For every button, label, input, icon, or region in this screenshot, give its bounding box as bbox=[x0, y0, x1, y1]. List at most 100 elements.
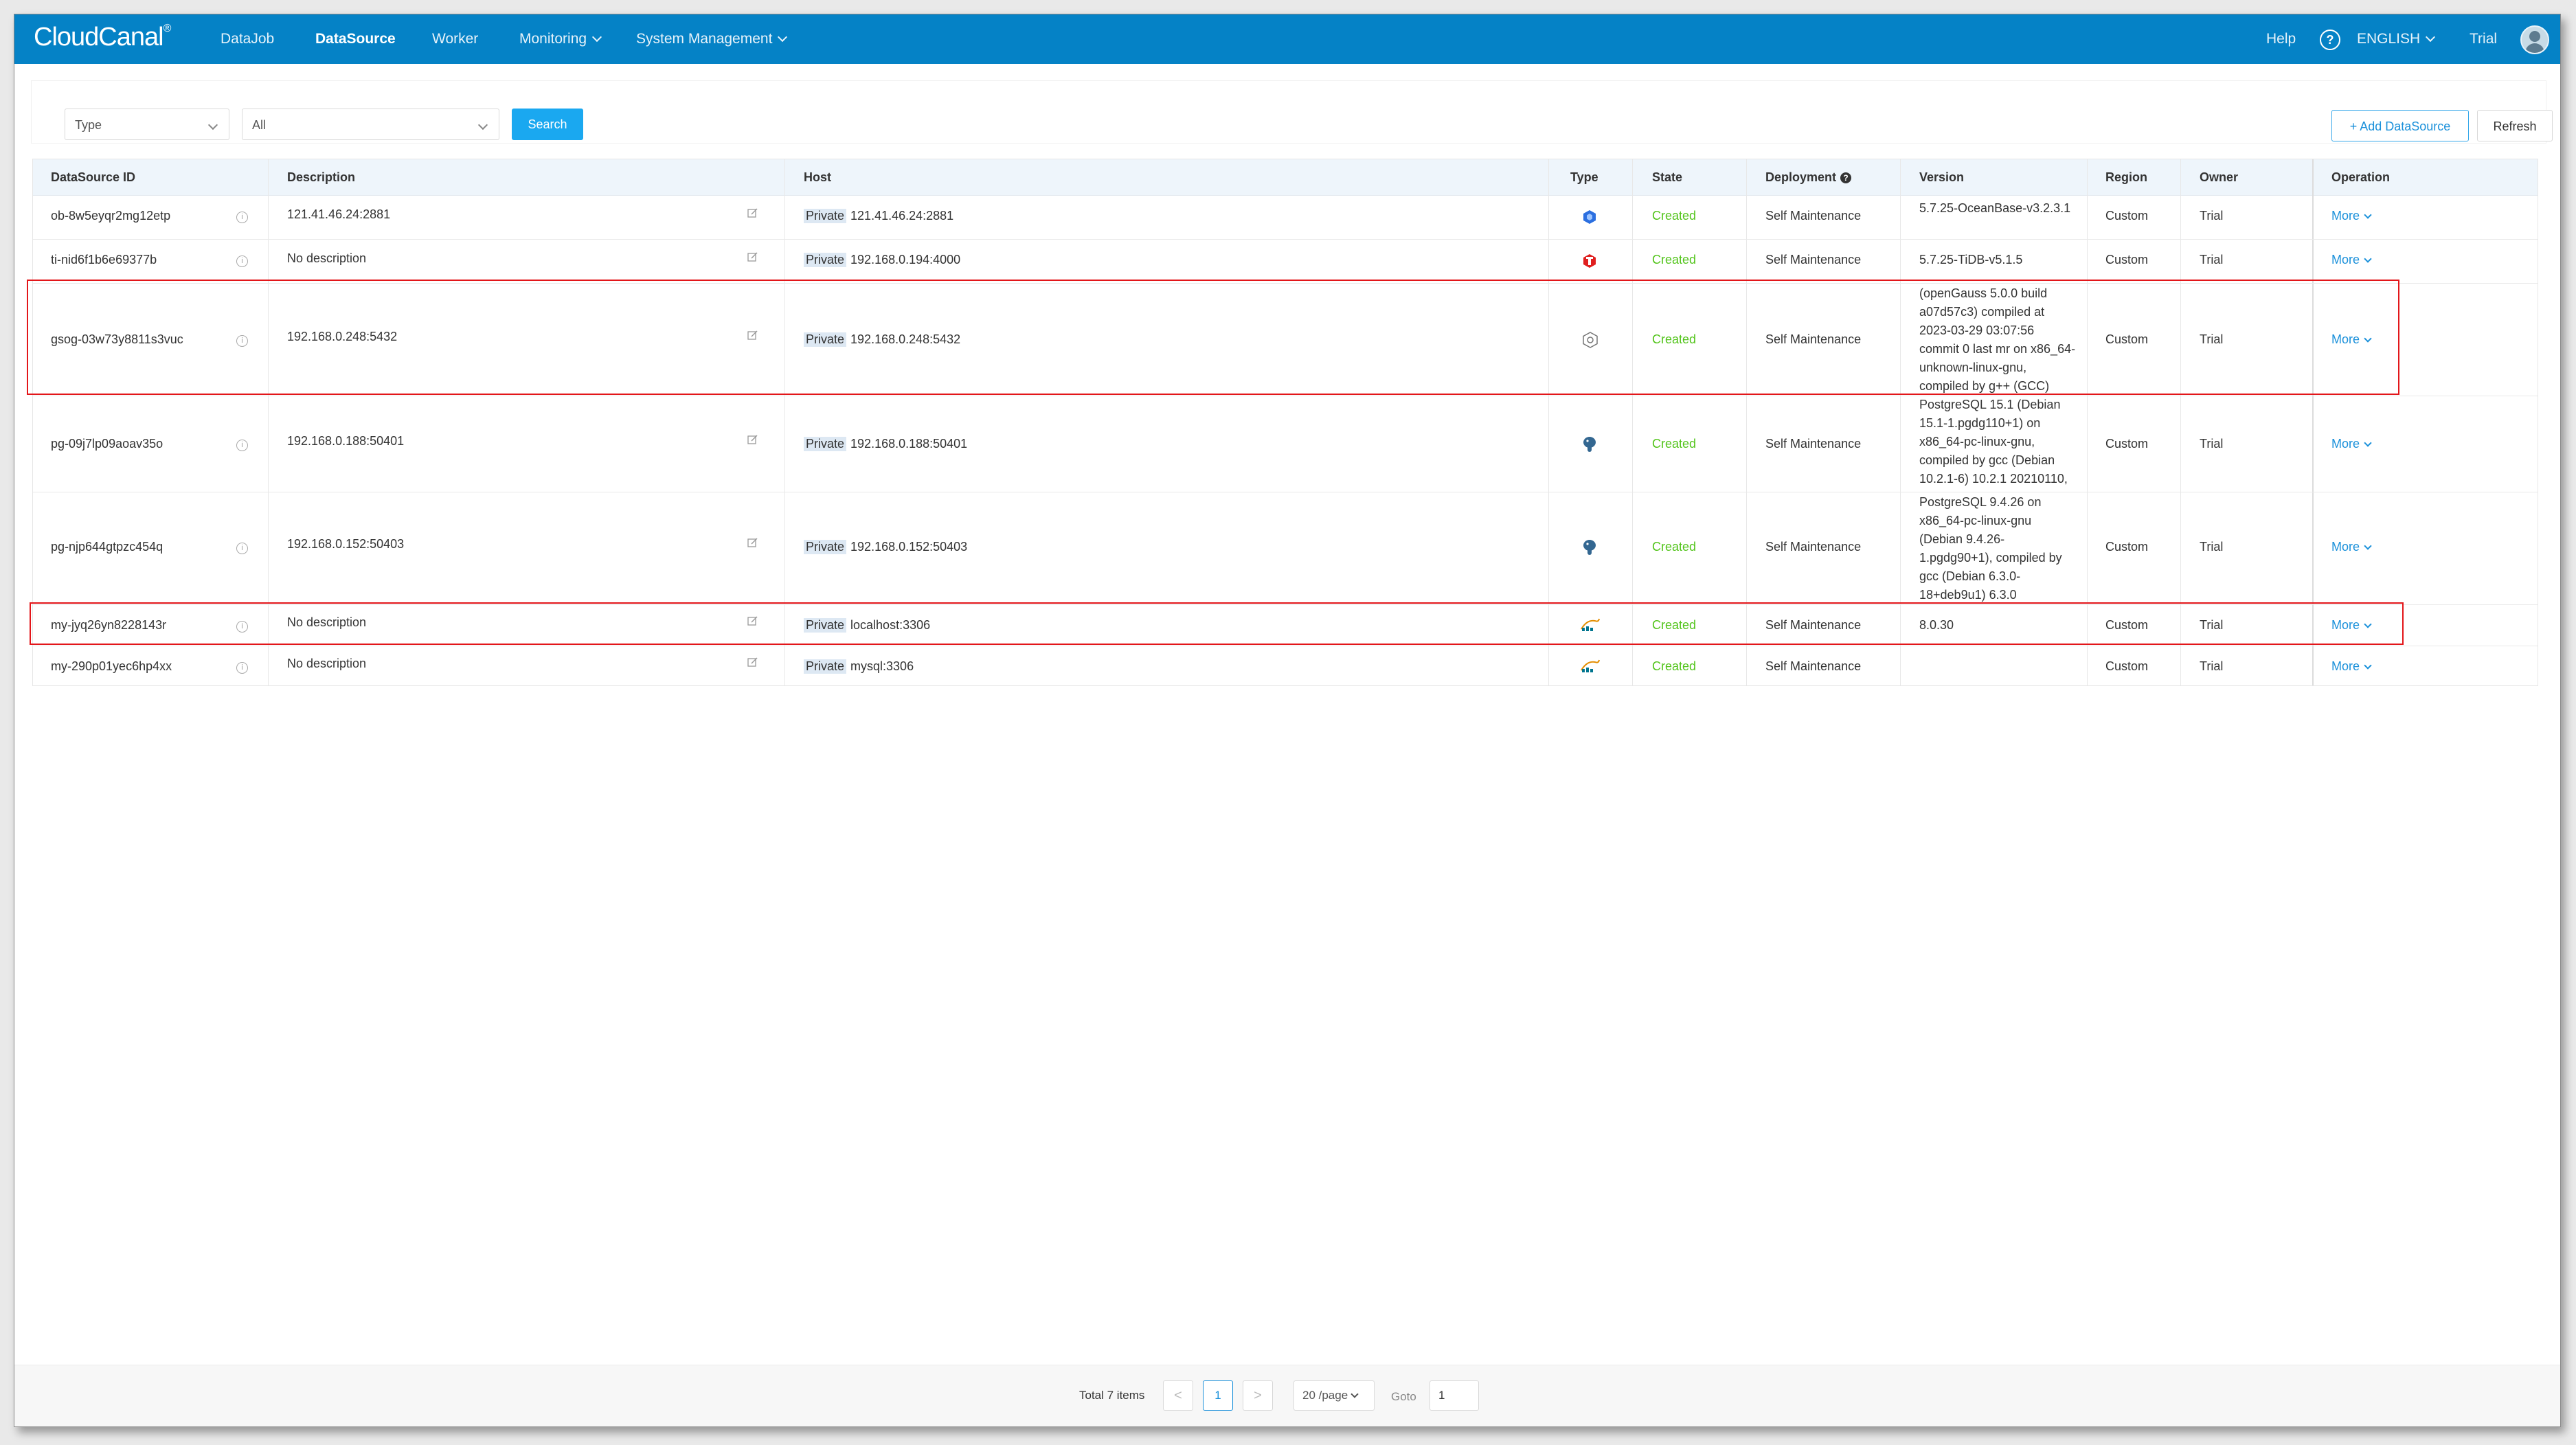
owner-text: Trial bbox=[2200, 659, 2224, 673]
edit-icon[interactable] bbox=[747, 330, 758, 341]
page-size-select[interactable]: 20 /page bbox=[1293, 1380, 1375, 1411]
column-divider bbox=[1746, 159, 1747, 685]
col-state: State bbox=[1652, 170, 1683, 184]
deployment-text: Self Maintenance bbox=[1765, 332, 1862, 346]
pagination-bar: Total 7 items < 1 > 20 /page Goto 1 bbox=[14, 1365, 2560, 1426]
more-dropdown[interactable]: More bbox=[2331, 332, 2372, 347]
goto-input[interactable]: 1 bbox=[1430, 1380, 1479, 1411]
edit-icon[interactable] bbox=[747, 615, 758, 626]
table-row: ob-8w5eyqr2mg12etp i 121.41.46.24:2881 P… bbox=[33, 195, 2538, 240]
more-dropdown[interactable]: More bbox=[2331, 437, 2372, 451]
datasource-id[interactable]: my-290p01yec6hp4xx bbox=[51, 659, 172, 673]
private-tag: Private bbox=[804, 659, 847, 674]
datasource-id[interactable]: pg-09j7lp09aoav35o bbox=[51, 437, 163, 451]
column-divider bbox=[1548, 159, 1549, 685]
user-name[interactable]: Trial bbox=[2470, 31, 2498, 47]
mysql-icon bbox=[1581, 659, 1600, 672]
question-icon[interactable]: ? bbox=[1840, 172, 1852, 183]
col-deployment[interactable]: Deployment? bbox=[1765, 159, 1852, 195]
type-select[interactable]: Type bbox=[65, 109, 229, 140]
edit-icon[interactable] bbox=[747, 251, 758, 262]
datasource-id[interactable]: my-jyq26yn8228143r bbox=[51, 618, 167, 632]
tidb-icon bbox=[1583, 254, 1596, 268]
next-page-button[interactable]: > bbox=[1243, 1380, 1273, 1411]
description-text: 192.168.0.248:5432 bbox=[287, 330, 398, 343]
status-badge: Created bbox=[1652, 253, 1697, 266]
filter-bar: Type All Search + Add DataSource Refresh bbox=[31, 80, 2553, 144]
nav-monitoring[interactable]: Monitoring bbox=[519, 14, 602, 64]
question-icon[interactable]: ? bbox=[2320, 30, 2340, 50]
postgresql-icon bbox=[1583, 540, 1596, 555]
chevron-down-icon bbox=[207, 120, 218, 130]
col-version: Version bbox=[1919, 170, 1965, 184]
postgresql-icon bbox=[1583, 437, 1596, 452]
deployment-text: Self Maintenance bbox=[1765, 618, 1862, 632]
version-text: PostgreSQL 15.1 (Debian 15.1-1.pgdg110+1… bbox=[1919, 398, 2068, 486]
info-icon[interactable]: i bbox=[236, 543, 248, 554]
status-badge: Created bbox=[1652, 209, 1697, 223]
opengauss-icon bbox=[1583, 332, 1598, 348]
host-text: Private 121.41.46.24:2881 bbox=[804, 209, 953, 223]
info-icon[interactable]: i bbox=[236, 662, 248, 674]
datasource-id[interactable]: ob-8w5eyqr2mg12etp bbox=[51, 209, 171, 223]
page-1-button[interactable]: 1 bbox=[1203, 1380, 1233, 1411]
edit-icon[interactable] bbox=[747, 434, 758, 445]
add-datasource-button[interactable]: + Add DataSource bbox=[2331, 110, 2469, 141]
prev-page-button[interactable]: < bbox=[1163, 1380, 1193, 1411]
value-select[interactable]: All bbox=[242, 109, 499, 140]
info-icon[interactable]: i bbox=[236, 440, 248, 451]
region-text: Custom bbox=[2105, 332, 2149, 346]
column-divider bbox=[2312, 159, 2314, 685]
column-divider bbox=[2180, 159, 2181, 685]
language-select[interactable]: ENGLISH bbox=[2357, 14, 2436, 64]
host-text: Private localhost:3306 bbox=[804, 618, 930, 633]
datasource-id[interactable]: pg-njp644gtpzc454q bbox=[51, 540, 163, 554]
edit-icon[interactable] bbox=[747, 657, 758, 668]
refresh-button[interactable]: Refresh bbox=[2477, 110, 2553, 141]
chevron-down-icon bbox=[1351, 1390, 1359, 1398]
table-row: ti-nid6f1b6e69377b i No description Priv… bbox=[33, 239, 2538, 284]
column-divider bbox=[1632, 159, 1633, 685]
info-icon[interactable]: i bbox=[236, 212, 248, 223]
region-text: Custom bbox=[2105, 437, 2149, 451]
info-icon[interactable]: i bbox=[236, 621, 248, 633]
nav-datasource[interactable]: DataSource bbox=[315, 31, 396, 47]
chevron-down-icon bbox=[2364, 620, 2372, 628]
app-window: CloudCanal® DataJob DataSource Worker Mo… bbox=[14, 14, 2561, 1427]
table-row: my-290p01yec6hp4xx i No description Priv… bbox=[33, 646, 2538, 685]
status-badge: Created bbox=[1652, 437, 1697, 451]
nav-system-management[interactable]: System Management bbox=[636, 14, 788, 64]
info-icon[interactable]: i bbox=[236, 335, 248, 347]
logo[interactable]: CloudCanal® bbox=[34, 23, 171, 52]
nav-worker[interactable]: Worker bbox=[432, 31, 479, 47]
private-tag: Private bbox=[804, 209, 847, 223]
more-dropdown[interactable]: More bbox=[2331, 253, 2372, 267]
region-text: Custom bbox=[2105, 659, 2149, 673]
region-text: Custom bbox=[2105, 209, 2149, 223]
more-dropdown[interactable]: More bbox=[2331, 540, 2372, 554]
col-description: Description bbox=[287, 170, 356, 184]
datasource-id[interactable]: gsog-03w73y8811s3vuc bbox=[51, 332, 183, 346]
search-button[interactable]: Search bbox=[512, 109, 583, 140]
more-dropdown[interactable]: More bbox=[2331, 659, 2372, 674]
owner-text: Trial bbox=[2200, 540, 2224, 554]
region-text: Custom bbox=[2105, 618, 2149, 632]
edit-icon[interactable] bbox=[747, 207, 758, 218]
datasource-id[interactable]: ti-nid6f1b6e69377b bbox=[51, 253, 157, 266]
nav-datajob[interactable]: DataJob bbox=[221, 31, 275, 47]
version-text: PostgreSQL 9.4.26 on x86_64-pc-linux-gnu… bbox=[1919, 495, 2062, 602]
info-icon[interactable]: i bbox=[236, 255, 248, 267]
host-text: Private 192.168.0.188:50401 bbox=[804, 437, 967, 451]
avatar[interactable] bbox=[2520, 25, 2549, 54]
description-text: 192.168.0.152:50403 bbox=[287, 537, 405, 551]
help-link[interactable]: Help bbox=[2266, 31, 2296, 47]
more-dropdown[interactable]: More bbox=[2331, 209, 2372, 223]
edit-icon[interactable] bbox=[747, 537, 758, 548]
private-tag: Private bbox=[804, 540, 847, 554]
table-row: my-jyq26yn8228143r i No description Priv… bbox=[33, 604, 2538, 646]
column-divider bbox=[1900, 159, 1901, 685]
chevron-down-icon bbox=[2364, 542, 2372, 550]
host-text: Private 192.168.0.152:50403 bbox=[804, 540, 967, 554]
more-dropdown[interactable]: More bbox=[2331, 618, 2372, 633]
datasource-table: DataSource ID Description Host Type Stat… bbox=[32, 159, 2538, 686]
